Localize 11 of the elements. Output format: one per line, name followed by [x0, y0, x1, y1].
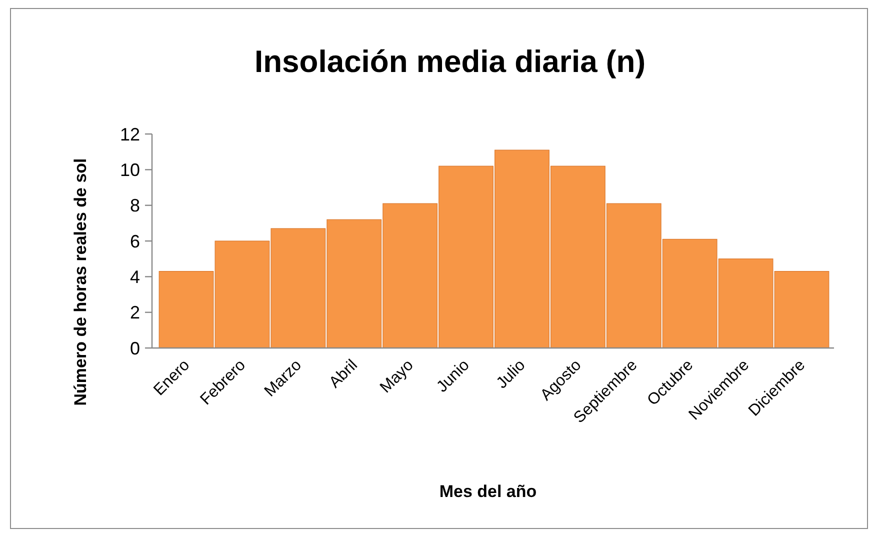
y-tick-label: 0	[130, 338, 140, 358]
y-tick-label: 2	[130, 302, 140, 323]
y-tick-label: 8	[130, 196, 140, 216]
y-axis-title: Número de horas reales de sol	[71, 158, 90, 406]
y-tick-label: 6	[130, 231, 140, 252]
x-tick-label: Julio	[494, 356, 529, 392]
y-tick-label: 4	[130, 266, 140, 287]
y-tick-label: 12	[120, 124, 140, 144]
y-tick-label: 10	[120, 160, 140, 180]
x-axis-title: Mes del año	[439, 482, 537, 501]
chart-title: Insolación media diaria (n)	[254, 44, 646, 79]
